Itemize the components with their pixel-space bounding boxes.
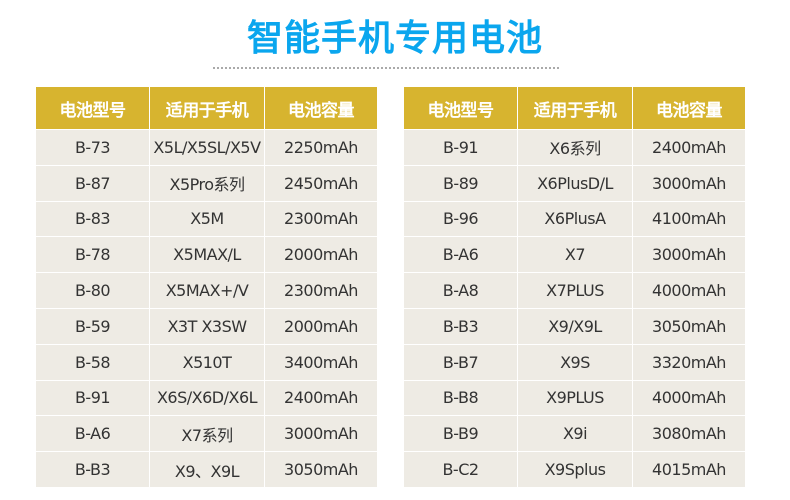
battery-model: B-B9	[403, 415, 518, 453]
compatible-phone: X6S/X6D/X6L	[149, 379, 265, 417]
table-row: B-58 X510T 3400mAh	[35, 343, 378, 381]
battery-capacity: 2250mAh	[264, 129, 378, 166]
compatible-phone: X510T	[149, 343, 265, 381]
compatible-phone: X6PlusD/L	[517, 164, 633, 202]
compatible-phone: X9S	[517, 343, 633, 381]
battery-capacity: 4100mAh	[632, 200, 746, 238]
battery-table-left: 电池型号 适用于手机 电池容量 B-73 X5L/X5SL/X5V 2250mAh B-87…	[35, 86, 378, 488]
table-row: B-87 X5Pro系列 2450mAh	[35, 164, 378, 202]
battery-capacity: 3080mAh	[632, 415, 746, 453]
compatible-phone: X7系列	[149, 415, 265, 453]
table-row: B-91 X6S/X6D/X6L 2400mAh	[35, 379, 378, 417]
compatible-phone: X6系列	[517, 129, 633, 166]
page-title: 智能手机专用电池	[246, 18, 543, 59]
battery-model: B-B3	[403, 307, 518, 345]
battery-capacity: 3320mAh	[632, 343, 746, 381]
battery-capacity: 4015mAh	[632, 451, 746, 488]
battery-capacity: 3000mAh	[632, 236, 746, 274]
battery-table-right: 电池型号 适用于手机 电池容量 B-91 X6系列 2400mAh B-89 X6PlusD/…	[403, 86, 746, 488]
battery-model: B-58	[35, 343, 150, 381]
battery-capacity: 2450mAh	[264, 164, 378, 202]
table-row: B-A6 X7系列 3000mAh	[35, 415, 378, 453]
battery-capacity: 3050mAh	[632, 307, 746, 345]
dotted-divider	[213, 67, 559, 69]
column-header: 电池容量	[264, 86, 378, 130]
battery-model: B-B7	[403, 343, 518, 381]
table-row: B-73 X5L/X5SL/X5V 2250mAh	[35, 129, 378, 166]
compatible-phone: X9i	[517, 415, 633, 453]
column-header: 电池容量	[632, 86, 746, 130]
battery-capacity: 4000mAh	[632, 379, 746, 417]
battery-model: B-C2	[403, 451, 518, 488]
table-row: B-B3 X9/X9L 3050mAh	[403, 307, 746, 345]
table-row: B-80 X5MAX+/V 2300mAh	[35, 272, 378, 309]
battery-model: B-87	[35, 164, 150, 202]
column-header: 适用于手机	[517, 86, 633, 130]
battery-model: B-A6	[403, 236, 518, 274]
battery-model: B-91	[403, 129, 518, 166]
compatible-phone: X5M	[149, 200, 265, 238]
compatible-phone: X5Pro系列	[149, 164, 265, 202]
battery-capacity: 4000mAh	[632, 272, 746, 309]
battery-model: B-A6	[35, 415, 150, 453]
battery-capacity: 2300mAh	[264, 200, 378, 238]
table-row: B-59 X3T X3SW 2000mAh	[35, 307, 378, 345]
table-row: B-B8 X9PLUS 4000mAh	[403, 379, 746, 417]
battery-model: B-B8	[403, 379, 518, 417]
table-row: B-83 X5M 2300mAh	[35, 200, 378, 238]
table-row: B-B9 X9i 3080mAh	[403, 415, 746, 453]
compatible-phone: X3T X3SW	[149, 307, 265, 345]
battery-capacity: 3050mAh	[264, 451, 378, 488]
compatible-phone: X7	[517, 236, 633, 274]
compatible-phone: X9/X9L	[517, 307, 633, 345]
battery-model: B-83	[35, 200, 150, 238]
compatible-phone: X6PlusA	[517, 200, 633, 238]
compatible-phone: X7PLUS	[517, 272, 633, 309]
battery-model: B-78	[35, 236, 150, 274]
table-row: B-B3 X9、X9L 3050mAh	[35, 451, 378, 488]
compatible-phone: X5MAX+/V	[149, 272, 265, 309]
battery-model: B-91	[35, 379, 150, 417]
battery-capacity: 2300mAh	[264, 272, 378, 309]
column-header: 适用于手机	[149, 86, 265, 130]
compatible-phone: X9、X9L	[149, 451, 265, 488]
battery-model: B-A8	[403, 272, 518, 309]
battery-model: B-96	[403, 200, 518, 238]
table-row: B-A8 X7PLUS 4000mAh	[403, 272, 746, 309]
table-row: B-91 X6系列 2400mAh	[403, 129, 746, 166]
battery-model: B-B3	[35, 451, 150, 488]
battery-capacity: 3400mAh	[264, 343, 378, 381]
battery-capacity: 2400mAh	[264, 379, 378, 417]
battery-capacity: 2000mAh	[264, 236, 378, 274]
battery-model: B-73	[35, 129, 150, 166]
column-header: 电池型号	[403, 86, 518, 130]
table-row: B-96 X6PlusA 4100mAh	[403, 200, 746, 238]
battery-model: B-80	[35, 272, 150, 309]
table-row: B-C2 X9Splus 4015mAh	[403, 451, 746, 488]
battery-capacity: 2000mAh	[264, 307, 378, 345]
compatible-phone: X9Splus	[517, 451, 633, 488]
column-header: 电池型号	[35, 86, 150, 130]
battery-capacity: 2400mAh	[632, 129, 746, 166]
battery-capacity: 3000mAh	[264, 415, 378, 453]
battery-model: B-89	[403, 164, 518, 202]
compatible-phone: X9PLUS	[517, 379, 633, 417]
battery-capacity: 3000mAh	[632, 164, 746, 202]
table-row: B-89 X6PlusD/L 3000mAh	[403, 164, 746, 202]
table-row: B-A6 X7 3000mAh	[403, 236, 746, 274]
compatible-phone: X5L/X5SL/X5V	[149, 129, 265, 166]
battery-model: B-59	[35, 307, 150, 345]
table-row: B-78 X5MAX/L 2000mAh	[35, 236, 378, 274]
table-row: B-B7 X9S 3320mAh	[403, 343, 746, 381]
compatible-phone: X5MAX/L	[149, 236, 265, 274]
